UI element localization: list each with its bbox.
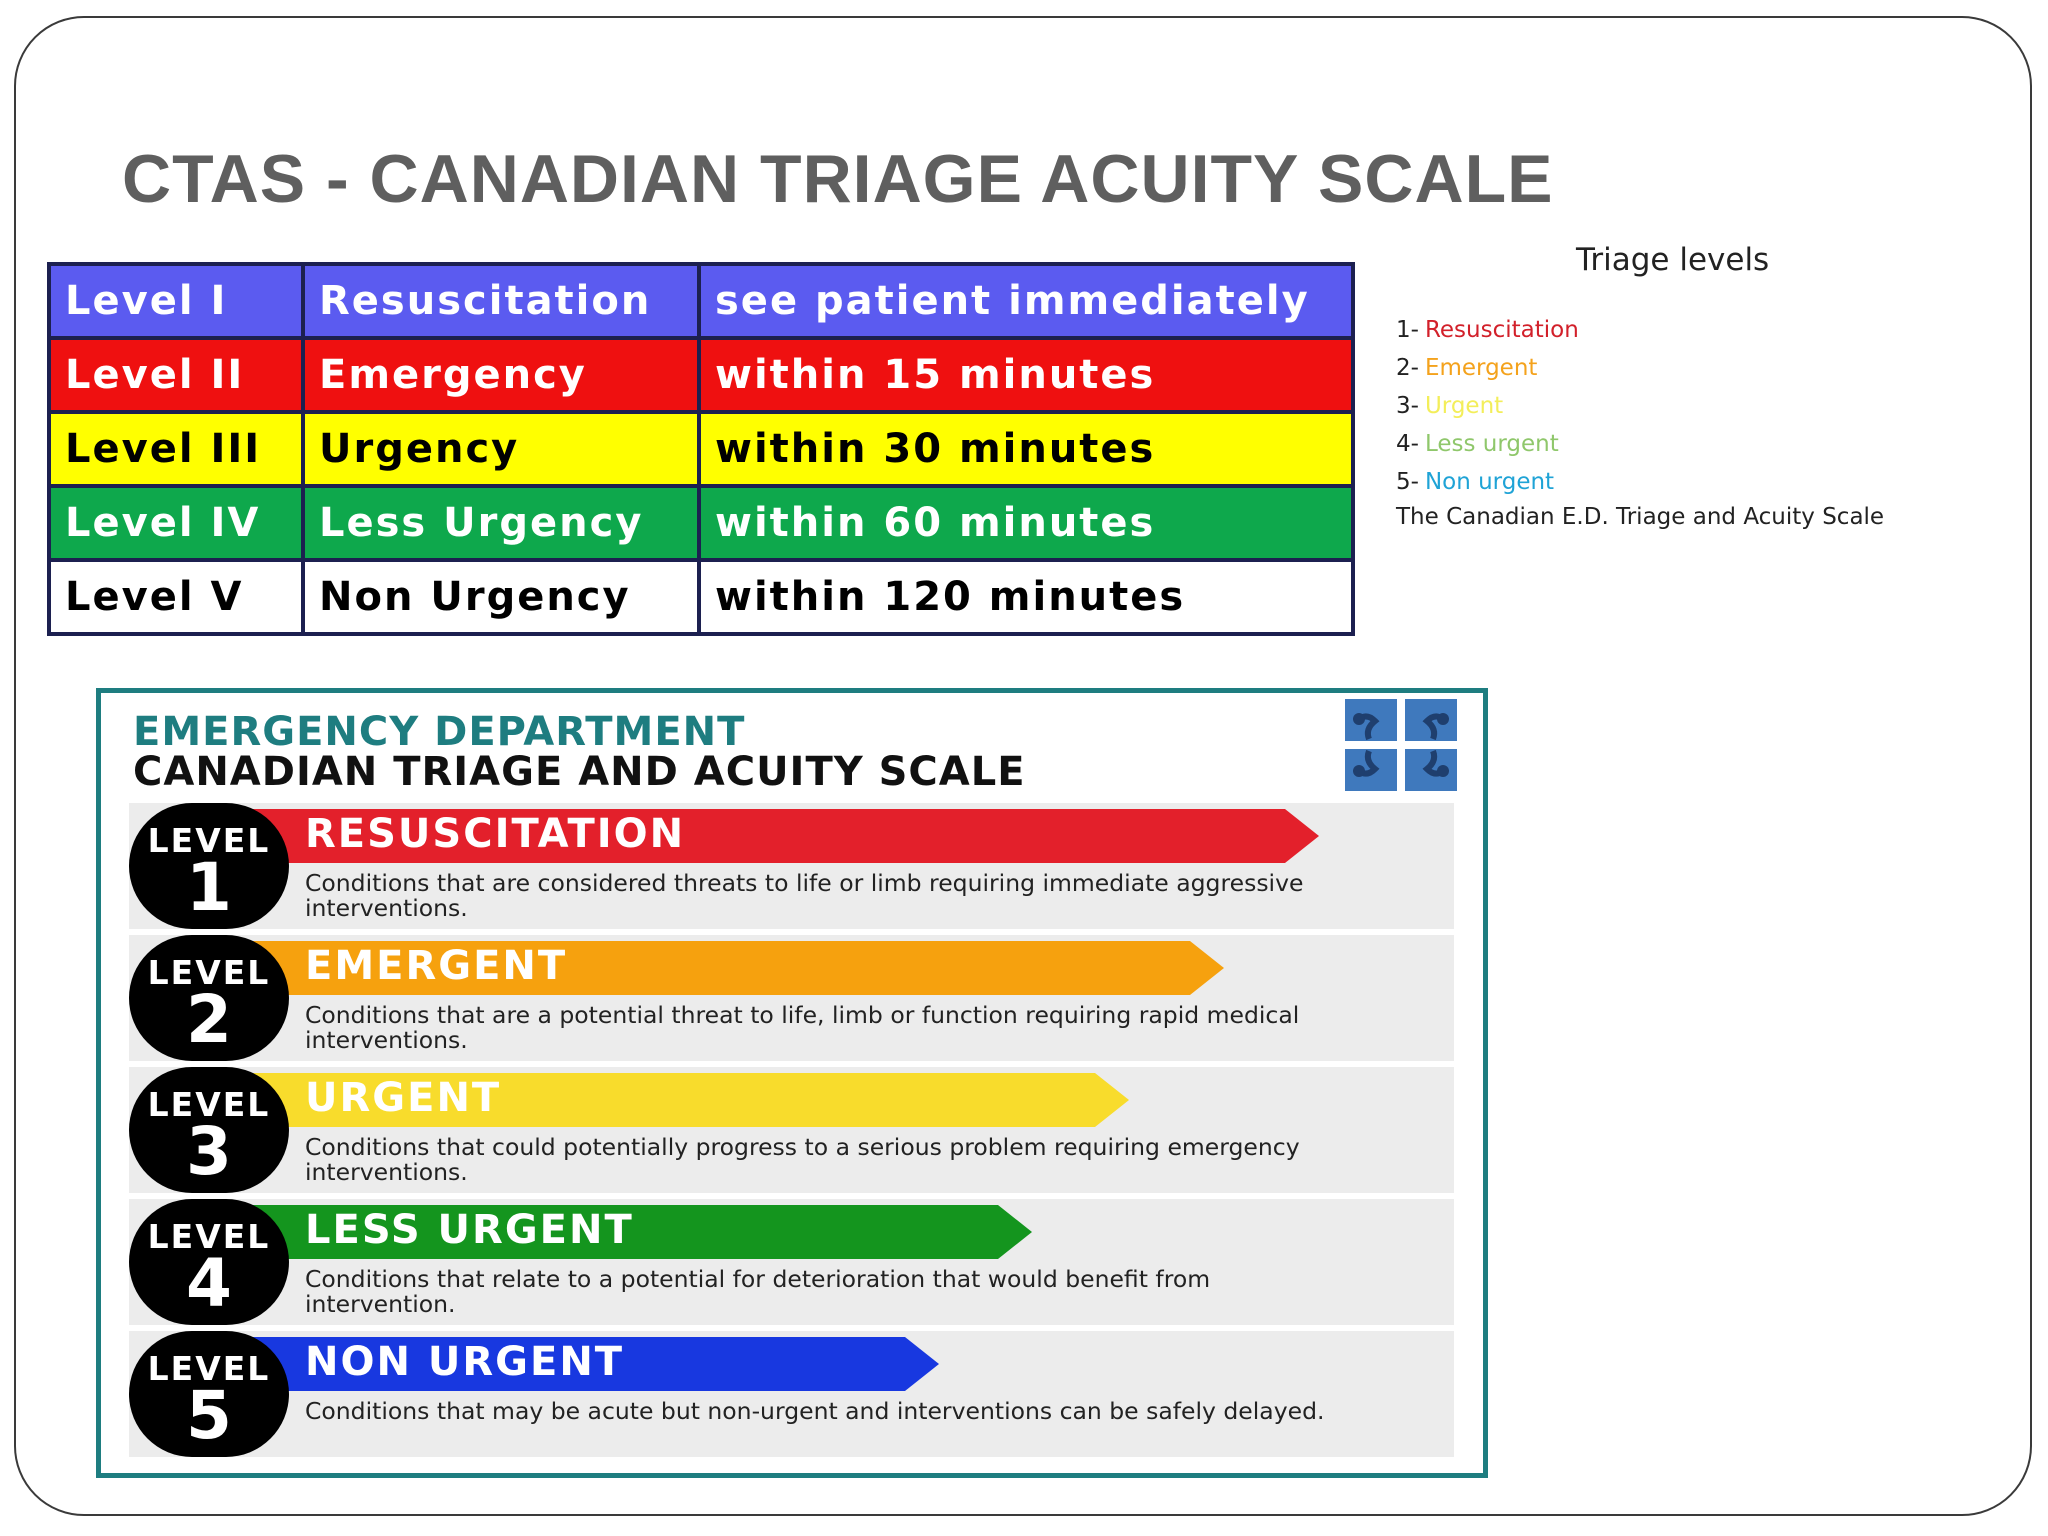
category-cell: Non Urgency [301,558,701,636]
level-row-5: LEVEL 5 NON URGENT Conditions that may be a… [129,1331,1454,1457]
level-title: URGENT [305,1075,502,1121]
time-cell: within 120 minutes [697,558,1355,636]
level-badge: LEVEL 1 [129,803,289,929]
level-cell: Level II [47,336,305,414]
level-badge-number: 5 [186,1377,232,1454]
category-cell: Urgency [301,410,701,488]
legend-item-label: Resuscitation [1424,317,1579,343]
level-badge-word: LEVEL [147,1217,271,1256]
level-arrow-banner [189,941,1224,995]
time-cell: within 60 minutes [697,484,1355,562]
level-cell: Level IV [47,484,305,562]
level-badge-number: 2 [186,981,232,1058]
triage-infographic: EMERGENCY DEPARTMENT CANADIAN TRIAGE AND… [96,688,1488,1478]
level-title: NON URGENT [305,1339,625,1385]
level-badge-number: 1 [186,849,232,926]
level-cell: Level V [47,558,305,636]
level-table-row: Level I Resuscitation see patient immediat… [47,262,1355,340]
legend-item-number: 1- [1396,317,1419,343]
legend-item-label: Non urgent [1424,469,1555,495]
category-cell: Emergency [301,336,701,414]
category-cell: Resuscitation [301,262,701,340]
level-badge-word: LEVEL [147,821,271,860]
level-badge-number: 3 [186,1113,232,1190]
level-badge-word: LEVEL [147,1349,271,1388]
level-cell: Level III [47,410,305,488]
level-description: Conditions that could potentially progre… [305,1133,1300,1186]
legend-caption: The Canadian E.D. Triage and Acuity Scal… [1396,504,1885,530]
level-title: RESUSCITATION [305,811,686,857]
level-row-4: LEVEL 4 LESS URGENT Conditions that relate … [129,1199,1454,1325]
legend-item-label: Emergent [1424,355,1538,381]
level-row-1: LEVEL 1 RESUSCITATION Conditions that are c… [129,803,1454,929]
level-arrow-banner [189,1073,1129,1127]
slide-title: CTAS - CANADIAN TRIAGE ACUITY SCALE [122,141,1554,217]
legend-item-number: 2- [1396,355,1419,381]
legend-item-label: Less urgent [1424,431,1559,457]
triage-level-table: Level I Resuscitation see patient immediat… [47,262,1355,636]
time-cell: within 15 minutes [697,336,1355,414]
level-arrow-banner [189,809,1319,863]
level-description: Conditions that relate to a potential fo… [305,1265,1211,1318]
legend-item-number: 3- [1396,393,1419,419]
time-cell: see patient immediately [697,262,1355,340]
level-description: Conditions that are a potential threat t… [305,1001,1300,1054]
level-table-row: Level II Emergency within 15 minutes [47,336,1355,414]
level-row-2: LEVEL 2 EMERGENT Conditions that are a pote… [129,935,1454,1061]
legend-item: 1- Resuscitation [1396,317,1579,343]
level-cell: Level I [47,262,305,340]
legend-item: 4- Less urgent [1396,431,1559,457]
level-row-3: LEVEL 3 URGENT Conditions that could potent… [129,1067,1454,1193]
level-table-row: Level III Urgency within 30 minutes [47,410,1355,488]
level-badge-word: LEVEL [147,1085,271,1124]
level-description: Conditions that may be acute but non-urg… [305,1397,1325,1425]
level-badge: LEVEL 5 [129,1331,289,1457]
time-cell: within 30 minutes [697,410,1355,488]
ctas-logo-icon [1345,699,1457,791]
level-badge: LEVEL 2 [129,935,289,1061]
legend-item-label: Urgent [1424,393,1504,419]
legend-item: 5- Non urgent [1396,469,1554,495]
legend-item-number: 5- [1396,469,1419,495]
level-badge: LEVEL 4 [129,1199,289,1325]
infographic-heading-department: EMERGENCY DEPARTMENT [133,709,746,755]
level-badge-word: LEVEL [147,953,271,992]
level-table-row: Level V Non Urgency within 120 minutes [47,558,1355,636]
infographic-heading-scale: CANADIAN TRIAGE AND ACUITY SCALE [133,749,1026,795]
level-title: LESS URGENT [305,1207,634,1253]
level-table-row: Level IV Less Urgency within 60 minutes [47,484,1355,562]
level-badge: LEVEL 3 [129,1067,289,1193]
legend-item-number: 4- [1396,431,1419,457]
level-description: Conditions that are considered threats t… [305,869,1304,922]
level-title: EMERGENT [305,943,568,989]
legend-title: Triage levels [1576,242,1770,278]
legend-item: 2- Emergent [1396,355,1537,381]
legend-item: 3- Urgent [1396,393,1503,419]
level-arrow-banner [189,1337,939,1391]
category-cell: Less Urgency [301,484,701,562]
level-arrow-banner [189,1205,1032,1259]
level-badge-number: 4 [186,1245,232,1322]
